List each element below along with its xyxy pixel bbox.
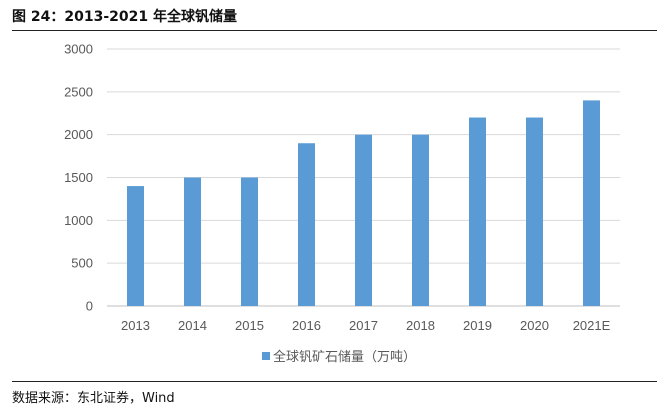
bar-2013: [127, 186, 144, 306]
bar-2017: [355, 134, 372, 306]
x-tick-label: 2018: [406, 318, 435, 333]
x-tick-label: 2013: [121, 318, 150, 333]
legend-label: 全球钒矿石储量（万吨）: [273, 349, 416, 365]
bar-2015: [241, 177, 258, 306]
x-tick-label: 2019: [463, 318, 492, 333]
y-tick-label: 1500: [64, 170, 93, 185]
x-tick-label: 2015: [235, 318, 264, 333]
x-tick-label: 2017: [349, 318, 378, 333]
figure-title: 图 24：2013-2021 年全球钒储量: [12, 9, 237, 25]
x-axis-ticks: 2013 2014 2015 2016 2017 2018 2019 2020 2021E: [121, 318, 611, 333]
x-tick-label: 2014: [178, 318, 207, 333]
bar-2016: [298, 143, 315, 306]
legend-swatch: [262, 352, 270, 360]
y-tick-label: 3000: [64, 42, 93, 57]
y-tick-label: 500: [71, 256, 93, 271]
y-tick-label: 1000: [64, 213, 93, 228]
bar-2021E: [583, 100, 600, 307]
x-tick-label: 2020: [520, 318, 549, 333]
bar-2020: [526, 117, 543, 307]
bars: [127, 100, 600, 307]
y-axis-ticks: 0 500 1000 1500 2000 2500 3000: [64, 42, 93, 314]
y-tick-label: 0: [86, 299, 93, 314]
y-tick-label: 2500: [64, 84, 93, 99]
y-tick-label: 2000: [64, 127, 93, 142]
bar-2018: [412, 134, 429, 306]
legend: 全球钒矿石储量（万吨）: [262, 349, 416, 365]
x-tick-label: 2016: [292, 318, 321, 333]
x-tick-label: 2021E: [573, 318, 611, 333]
source-note: 数据来源：东北证券，Wind: [12, 391, 175, 406]
bar-2014: [184, 177, 201, 306]
source-rule: [12, 381, 657, 382]
bar-2019: [469, 117, 486, 307]
title-rule: [12, 30, 657, 31]
